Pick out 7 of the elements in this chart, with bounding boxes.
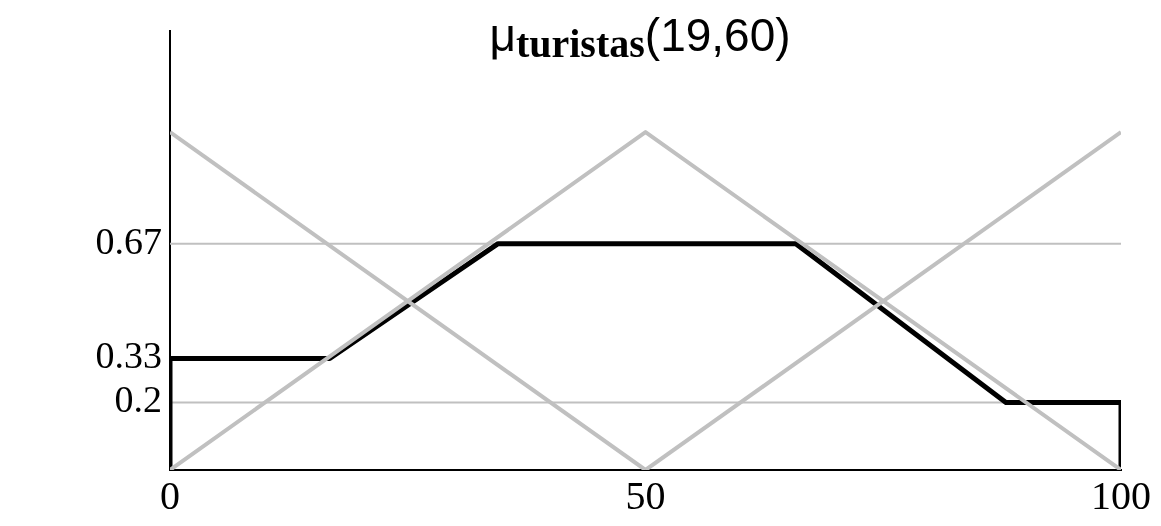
chart-title: μ$_{turistas}$(19,60): [488, 8, 792, 67]
y-tick-label: 0.33: [95, 334, 162, 377]
y-tick-label: 0.67: [95, 219, 162, 262]
x-tick-label: 0: [160, 472, 180, 518]
x-tick-label: 50: [625, 472, 666, 518]
x-tick-label: 100: [1091, 472, 1151, 518]
y-tick-label: 0.2: [114, 378, 162, 421]
